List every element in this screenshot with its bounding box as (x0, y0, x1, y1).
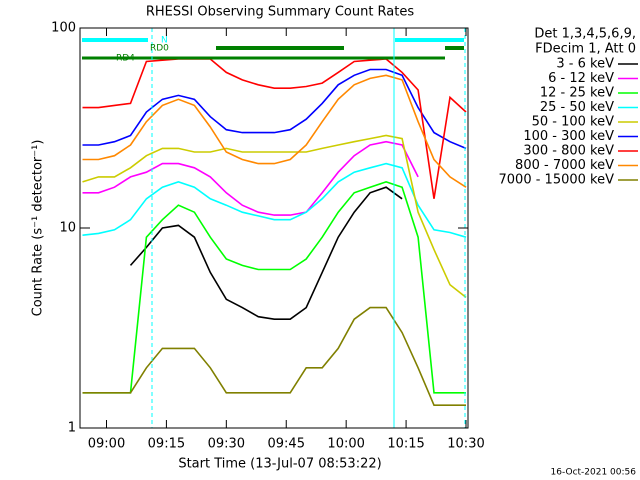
legend-label: 3 - 6 keV (556, 57, 614, 72)
annotation: RD4 (116, 54, 135, 64)
x-tick-label: 09:15 (148, 437, 185, 452)
legend-label: 25 - 50 keV (540, 100, 614, 115)
series-line (82, 58, 467, 199)
x-tick-label: 10:00 (327, 437, 364, 452)
series-line (82, 306, 466, 406)
series-line (82, 140, 419, 216)
legend-label: 50 - 100 keV (532, 115, 615, 130)
series-line (129, 186, 403, 320)
state-bars: N RD0 RD4 (82, 28, 466, 428)
series-line (82, 68, 467, 150)
legend-label: 300 - 800 keV (523, 144, 614, 159)
legend-label: 7000 - 15000 keV (499, 173, 615, 188)
x-tick-label: 09:30 (208, 437, 245, 452)
legend-label: 800 - 7000 keV (515, 158, 614, 173)
legend-label: 6 - 12 keV (548, 71, 614, 86)
y-tick-label: 10 (59, 221, 76, 236)
x-tick-label: 09:45 (268, 437, 305, 452)
y-tick-label: 100 (51, 21, 76, 36)
plot-area (82, 58, 467, 406)
x-tick-label: 10:15 (387, 437, 424, 452)
y-axis-label: Count Rate (s⁻¹ detector⁻¹) (31, 140, 46, 317)
legend-header: Det 1,3,4,5,6,9, (534, 27, 636, 42)
series-line (82, 74, 467, 188)
series-line (82, 134, 467, 299)
annotation: RD0 (150, 44, 169, 54)
x-tick-label: 10:30 (447, 437, 484, 452)
series-line (82, 162, 467, 238)
annotation: N (161, 36, 168, 46)
footer: 16-Oct-2021 00:56 (551, 468, 637, 478)
legend-label: 100 - 300 keV (523, 129, 614, 144)
legend-label: 12 - 25 keV (540, 86, 614, 101)
chart-title: RHESSI Observing Summary Count Rates (146, 5, 415, 20)
legend-header: FDecim 1, Att 0 (535, 42, 636, 57)
x-tick-label: 09:00 (88, 437, 125, 452)
x-axis-label: Start Time (13-Jul-07 08:53:22) (178, 457, 381, 472)
y-tick-label: 1 (68, 421, 76, 436)
series-line (82, 181, 466, 394)
